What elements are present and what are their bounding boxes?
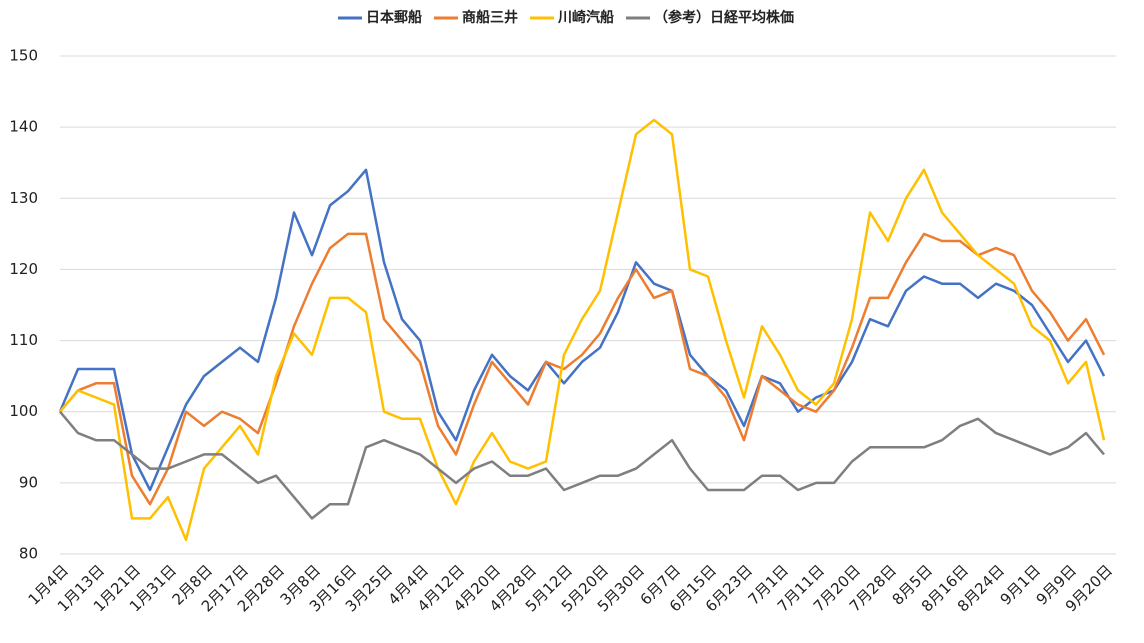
y-tick-label: 100 [9, 402, 38, 420]
legend-label: 商船三井 [462, 9, 518, 26]
series-line [59, 118, 1106, 542]
legend-label: （参考）日経平均株価 [654, 9, 794, 26]
y-tick-label: 110 [9, 331, 38, 349]
y-tick-label: 130 [9, 189, 38, 207]
series-line [59, 232, 1106, 506]
series-line [59, 410, 1105, 520]
y-tick-label: 90 [19, 473, 38, 491]
y-tick-label: 150 [9, 47, 38, 65]
y-tick-label: 80 [19, 545, 38, 563]
series-line [58, 168, 1106, 492]
legend-label: 日本郵船 [366, 9, 422, 26]
legend-label: 川崎汽船 [557, 9, 614, 26]
y-tick-label: 120 [9, 260, 38, 278]
y-tick-label: 140 [9, 118, 38, 136]
